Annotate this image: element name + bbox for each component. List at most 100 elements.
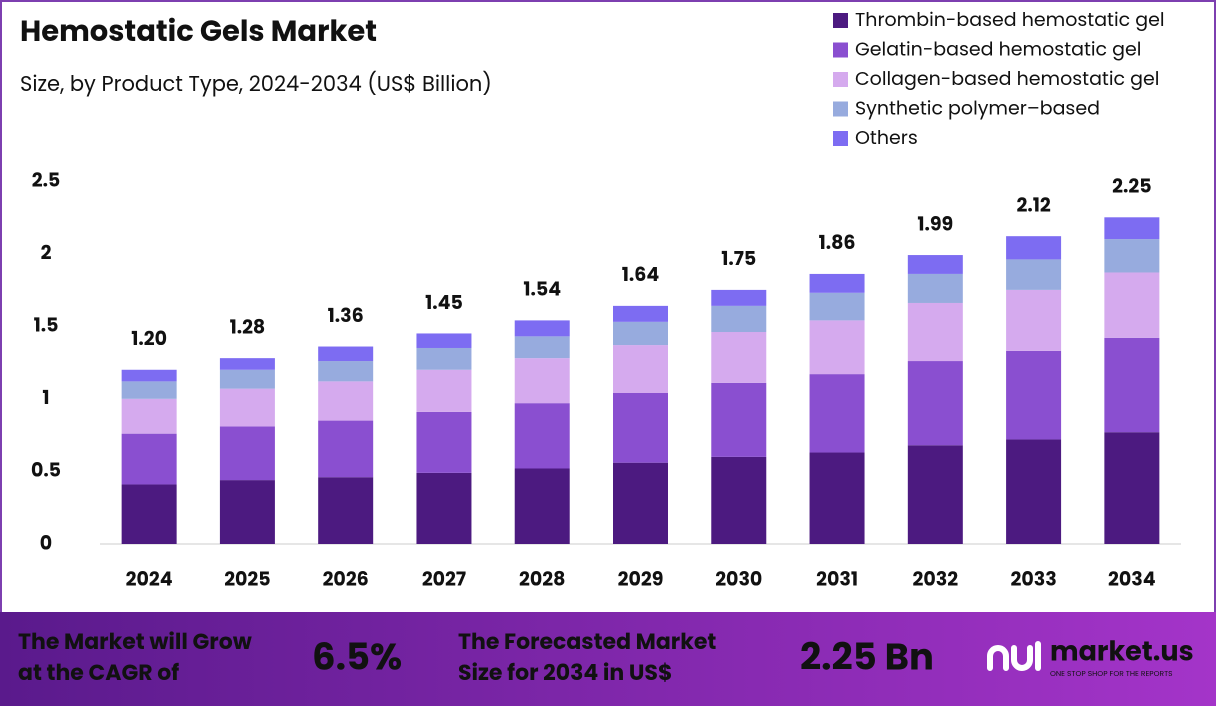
bar-segment xyxy=(809,452,865,544)
bar-segment xyxy=(318,420,374,478)
total-label: 2.12 xyxy=(1016,191,1050,218)
tagline: ONE STOP SHOP FOR THE REPORTS xyxy=(1050,668,1173,679)
y-tick-label: 0.5 xyxy=(31,457,61,484)
x-tick-label: 2026 xyxy=(323,565,369,592)
bar-segment xyxy=(514,468,570,544)
cagr-label: at the CAGR of xyxy=(18,657,179,688)
bar-segment xyxy=(809,273,865,293)
bar-segment xyxy=(121,369,177,382)
bar-segment xyxy=(711,332,767,383)
legend-swatch xyxy=(833,72,848,87)
x-tick-label: 2025 xyxy=(224,565,270,592)
x-tick-label: 2028 xyxy=(519,565,565,592)
bar-segment xyxy=(416,347,472,370)
bar-segment xyxy=(514,358,570,404)
y-tick-label: 1 xyxy=(42,384,49,411)
bar-segment xyxy=(121,484,177,544)
total-label: 1.75 xyxy=(721,245,756,272)
bar-segment xyxy=(1006,350,1062,440)
bar-segment xyxy=(711,305,767,333)
bar-segment xyxy=(219,358,275,370)
bar-segment xyxy=(416,369,472,412)
legend-label: Others xyxy=(855,124,918,151)
bar-segment xyxy=(613,321,668,346)
bar-segment xyxy=(318,346,374,362)
x-tick-label: 2033 xyxy=(1010,565,1056,592)
total-label: 1.45 xyxy=(425,289,463,316)
bar-segment xyxy=(907,273,963,303)
legend-swatch xyxy=(833,131,848,146)
logo-icon xyxy=(987,641,1041,671)
bar-segment xyxy=(219,369,275,389)
x-tick-label: 2029 xyxy=(618,565,664,592)
legend-label: Gelatin-based hemostatic gel xyxy=(855,36,1141,63)
bar-segment xyxy=(1006,289,1062,351)
bar-segment xyxy=(711,456,767,544)
cagr-label: The Market will Grow xyxy=(18,626,252,657)
bar-segment xyxy=(1104,239,1160,273)
bar-segment xyxy=(219,480,275,544)
bar-segment xyxy=(613,392,668,463)
legend-swatch xyxy=(833,42,848,58)
x-tick-label: 2034 xyxy=(1108,565,1156,592)
bar-segment xyxy=(416,411,472,473)
bar-segment xyxy=(809,374,865,453)
bar-segment xyxy=(1104,337,1160,433)
bar-segment xyxy=(809,320,865,375)
x-tick-label: 2030 xyxy=(715,565,762,592)
forecast-label: Size for 2034 in US$ xyxy=(458,657,672,688)
bar-segment xyxy=(318,381,374,421)
x-tick-label: 2031 xyxy=(816,565,858,592)
bar-segment xyxy=(219,426,275,481)
bar-segment xyxy=(121,381,177,399)
forecast-value: 2.25 Bn xyxy=(800,630,934,682)
y-tick-label: 0 xyxy=(40,529,52,556)
bar-segment xyxy=(711,382,767,457)
bar-segment xyxy=(1006,259,1062,290)
chart-title: Hemostatic Gels Market xyxy=(20,12,377,52)
chart-subtitle: Size, by Product Type, 2024-2034 (US$ Bi… xyxy=(20,70,492,99)
legend-label: Synthetic polymer–based xyxy=(855,95,1100,122)
bar-segment xyxy=(219,388,275,427)
bar-segment xyxy=(318,361,374,382)
bar-segment xyxy=(907,445,963,544)
bar-segment xyxy=(514,320,570,337)
bar-segment xyxy=(613,462,668,544)
legend-label: Collagen-based hemostatic gel xyxy=(855,65,1159,92)
bar-segment xyxy=(907,255,963,274)
bar-segment xyxy=(809,292,865,321)
bar-segment xyxy=(514,403,570,469)
x-tick-label: 2027 xyxy=(422,565,466,592)
bar-segment xyxy=(416,333,472,348)
y-tick-label: 2.5 xyxy=(32,166,61,193)
total-label: 1.99 xyxy=(917,210,953,237)
bar-segment xyxy=(1104,432,1160,544)
total-label: 1.36 xyxy=(328,302,364,329)
legend-label: Thrombin-based hemostatic gel xyxy=(855,6,1165,33)
x-tick-label: 2024 xyxy=(126,565,173,592)
total-label: 2.25 xyxy=(1112,173,1151,200)
total-label: 1.28 xyxy=(230,313,266,340)
bar-segment xyxy=(121,398,177,434)
bar-segment xyxy=(1006,236,1062,260)
bar-segment xyxy=(1104,217,1160,240)
bar-segment xyxy=(711,289,767,306)
legend-swatch xyxy=(833,13,848,28)
total-label: 1.20 xyxy=(131,325,167,352)
bar-segment xyxy=(613,345,668,393)
cagr-value: 6.5% xyxy=(312,630,402,682)
bar-segment xyxy=(1104,272,1160,338)
x-tick-label: 2032 xyxy=(913,565,959,592)
bar-segment xyxy=(907,361,963,446)
bar-segment xyxy=(1006,439,1062,544)
bar-segment xyxy=(318,477,374,544)
total-label: 1.64 xyxy=(622,261,660,288)
bar-segment xyxy=(416,472,472,544)
forecast-label: The Forecasted Market xyxy=(458,626,716,657)
legend-swatch xyxy=(833,101,848,117)
y-tick-label: 2 xyxy=(41,239,52,266)
total-label: 1.54 xyxy=(523,276,561,303)
brand: market.us xyxy=(1050,634,1194,671)
bar-segment xyxy=(613,305,668,322)
